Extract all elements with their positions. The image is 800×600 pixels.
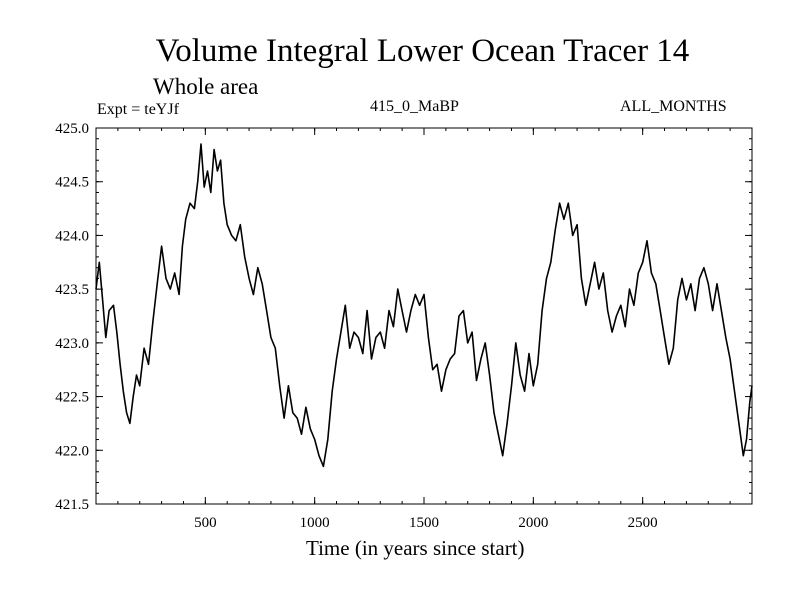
y-tick-label: 422.5: [55, 390, 89, 406]
plot-frame: [95, 127, 753, 505]
experiment-label: Expt = teYJf: [97, 101, 179, 118]
y-tick-label: 421.5: [55, 497, 89, 513]
y-tick-label: 425.0: [55, 121, 89, 137]
y-tick-label: 422.0: [55, 443, 89, 459]
chart-subtitle: Whole area: [153, 74, 259, 99]
x-tick-label: 500: [194, 515, 217, 531]
months-label: ALL_MONTHS: [620, 98, 727, 115]
period-label: 415_0_MaBP: [370, 98, 459, 115]
y-tick-label: 424.0: [55, 228, 89, 244]
x-tick-label: 2000: [518, 515, 548, 531]
x-tick-label: 2500: [628, 515, 658, 531]
x-tick-label: 1000: [300, 515, 330, 531]
y-tick-label: 423.0: [55, 336, 89, 352]
x-axis-label: Time (in years since start): [306, 536, 525, 560]
axis-ticks: 421.5 422.0 422.5 423.0 423.5 424.0 424.5 425.0…: [55, 121, 752, 531]
series-line: [95, 143, 753, 468]
chart-title: Volume Integral Lower Ocean Tracer 14: [155, 33, 690, 69]
y-tick-label: 424.5: [55, 175, 89, 191]
x-tick-label: 1500: [409, 515, 439, 531]
y-tick-label: 423.5: [55, 282, 89, 298]
